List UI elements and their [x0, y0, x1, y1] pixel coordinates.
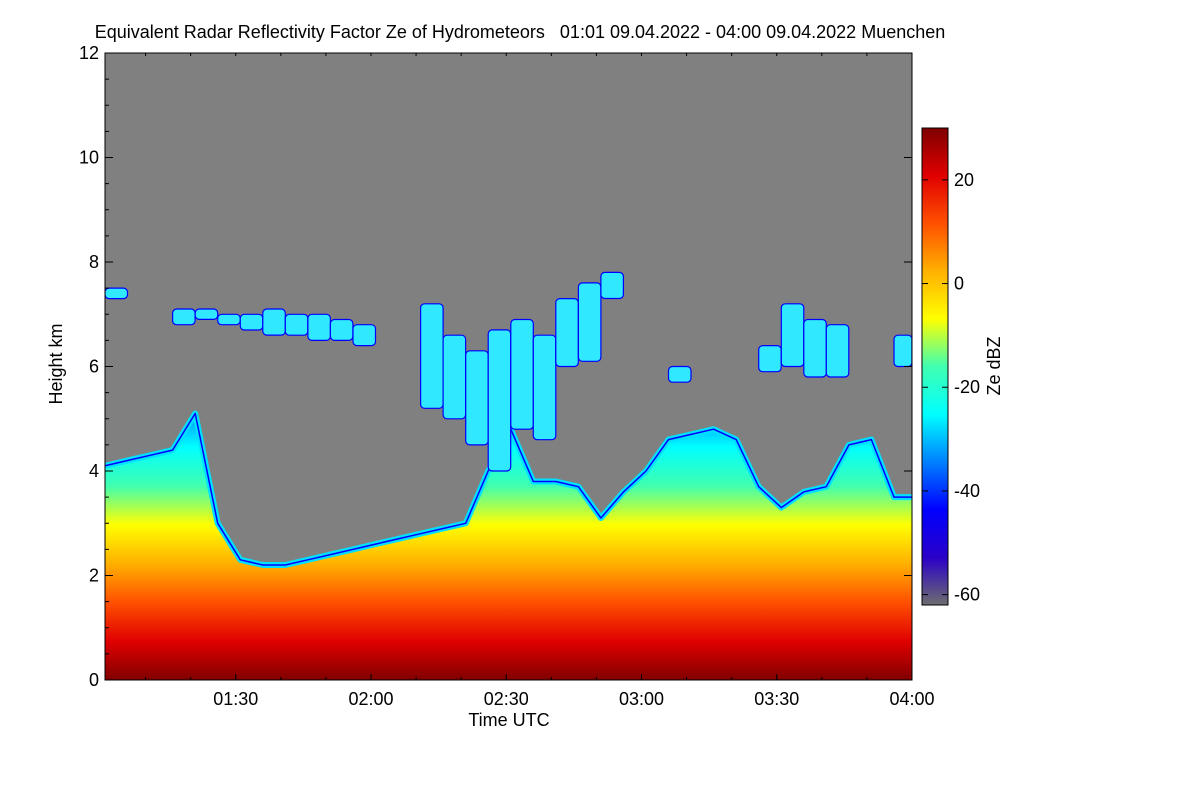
colorbar-tick-label: -40 [954, 481, 980, 501]
colorbar-tick-label: -20 [954, 377, 980, 397]
upper-cloud-patch [194, 308, 219, 320]
y-axis-label: Height km [46, 323, 66, 404]
x-axis: 01:30 02:00 02:30 03:00 03:30 04:00 [145, 53, 935, 709]
y-axis: 0 2 4 6 8 10 12 [79, 43, 912, 690]
echo-main-area [105, 413, 912, 680]
chart-location: Muenchen [861, 22, 946, 42]
echo-layer [105, 271, 912, 680]
upper-cloud-patch [307, 313, 331, 341]
upper-cloud-patch [420, 303, 444, 409]
y-tick-label: 0 [89, 670, 99, 690]
x-tick-label: 02:00 [348, 689, 393, 709]
y-tick-label: 12 [79, 43, 99, 63]
upper-cloud-patch [329, 318, 354, 341]
x-tick-label: 04:00 [889, 689, 934, 709]
chart-title-line: Equivalent Radar Reflectivity Factor Ze … [0, 22, 1040, 43]
upper-cloud-patch [442, 334, 467, 420]
upper-cloud-patch [172, 308, 196, 326]
colorbar-ticks: 20 0 -20 -40 -60 [922, 170, 980, 605]
chart-period: 01:01 09.04.2022 - 04:00 09.04.2022 [559, 22, 857, 42]
upper-cloud-patch [911, 331, 912, 366]
upper-cloud-patch [893, 334, 912, 368]
upper-cloud-patch [667, 365, 692, 383]
x-tick-label: 03:00 [619, 689, 664, 709]
y-tick-label: 10 [79, 148, 99, 168]
y-tick-label: 2 [89, 566, 99, 586]
upper-cloud-patch [487, 329, 512, 472]
upper-cloud-patch [262, 308, 286, 336]
colorbar-tick-label: 20 [954, 170, 974, 190]
colorbar-tick-label: 0 [954, 274, 964, 294]
upper-cloud-patch [780, 303, 805, 368]
upper-cloud-patch [532, 334, 557, 441]
y-tick-label: 8 [89, 252, 99, 272]
upper-cloud-patch [465, 350, 489, 446]
x-tick-label: 03:30 [754, 689, 799, 709]
upper-cloud-patch [217, 313, 241, 326]
x-tick-label: 01:30 [213, 689, 258, 709]
chart-title: Equivalent Radar Reflectivity Factor Ze … [94, 22, 545, 42]
colorbar-label: Ze dBZ [984, 336, 1004, 395]
y-tick-label: 6 [89, 357, 99, 377]
y-tick-label: 4 [89, 461, 99, 481]
colorbar-tick-label: -60 [954, 585, 980, 605]
x-tick-label: 02:30 [484, 689, 529, 709]
upper-cloud-patch [352, 324, 377, 347]
x-axis-label: Time UTC [468, 710, 549, 730]
upper-cloud-patch [284, 313, 309, 336]
upper-cloud-patch [555, 298, 579, 368]
upper-cloud-patch [758, 345, 782, 373]
upper-cloud-patch [105, 287, 129, 300]
upper-cloud-patch [577, 282, 602, 362]
upper-cloud-patch [803, 318, 827, 378]
colorbar [921, 127, 949, 606]
upper-cloud-patch [825, 324, 850, 378]
upper-cloud-patch [239, 313, 264, 331]
upper-cloud-patch [510, 318, 534, 430]
upper-cloud-patch [600, 271, 625, 300]
